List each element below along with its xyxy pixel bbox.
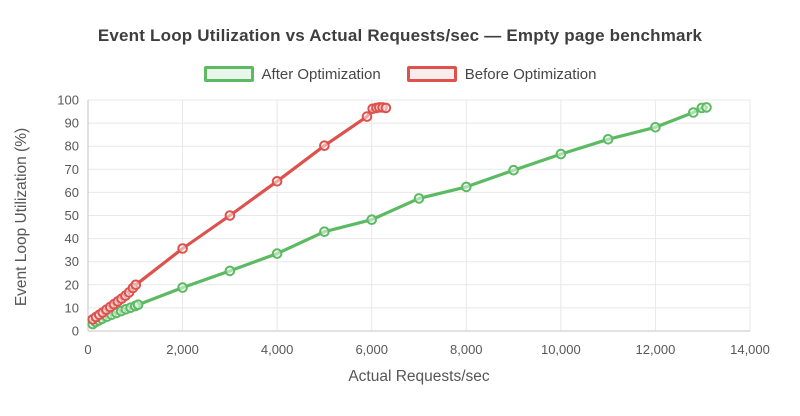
y-tick-label: 0 [72,324,79,339]
x-tick-label: 0 [84,342,91,357]
data-point [555,148,567,160]
x-tick-label: 6,000 [355,342,388,357]
x-axis-title: Actual Requests/sec [348,368,490,385]
data-point [271,176,283,187]
tick-labels: 0 2,000 4,000 6,000 8,000 10,000 12,000 14,000 0… [57,93,770,358]
data-point [366,214,378,225]
data-point [508,164,519,176]
gridlines [87,99,751,332]
y-tick-label: 30 [65,254,79,269]
data-point [461,181,472,193]
legend-label: After Optimization [261,65,381,83]
data-point [132,299,144,311]
x-tick-label: 10,000 [541,342,581,357]
data-point [130,279,142,291]
data-point [177,243,188,254]
data-point [688,107,699,118]
y-tick-label: 50 [65,208,79,223]
chart-title: Event Loop Utilization vs Actual Request… [97,26,703,45]
data-point [602,134,614,145]
y-tick-label: 40 [65,231,79,246]
data-point [319,226,330,237]
x-tick-label: 14,000 [730,342,770,357]
legend-item-before-optimization[interactable]: Before Optimization [406,65,597,83]
y-tick-label: 80 [65,139,79,154]
y-tick-label: 10 [65,300,79,315]
after-optimization-swatch [203,66,254,82]
data-point [380,102,392,114]
legend-label: Before Optimization [464,65,597,83]
data-point [701,102,712,113]
data-point [413,193,425,204]
x-tick-label: 12,000 [636,342,676,357]
legend-item-after-optimization[interactable]: After Optimization [203,65,381,83]
data-point [177,282,188,293]
y-tick-label: 100 [57,93,79,108]
series-before-optimization [87,102,392,325]
y-tick-label: 90 [65,116,79,131]
data-point [319,140,330,151]
data-point [650,122,661,133]
legend: After Optimization Before Optimization [0,64,800,84]
x-tick-label: 8,000 [450,342,483,357]
y-tick-label: 70 [65,162,79,177]
x-tick-label: 2,000 [166,342,199,357]
data-point [224,265,236,277]
data-point [361,111,373,122]
y-tick-label: 20 [65,277,79,292]
data-point [224,210,236,221]
before-optimization-swatch [406,66,457,82]
y-tick-label: 60 [65,185,79,200]
x-tick-label: 4,000 [261,342,294,357]
data-point [271,248,283,259]
axis-lines [87,100,750,332]
